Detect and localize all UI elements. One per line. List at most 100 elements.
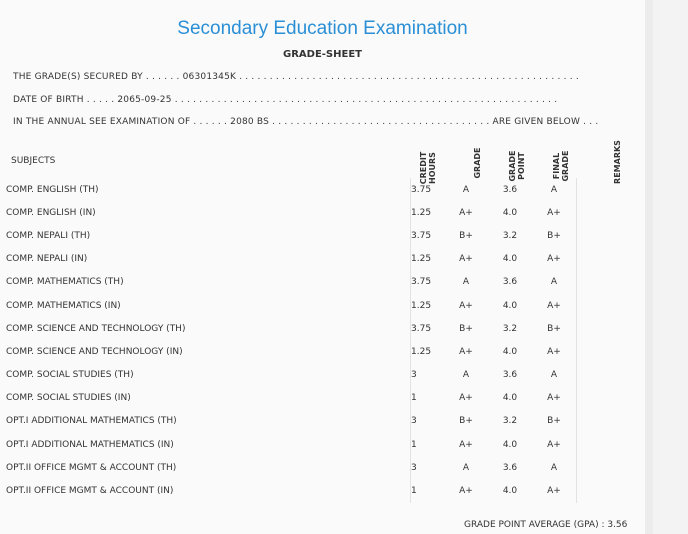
- subject-cell: COMP. NEPALI (TH): [6, 230, 91, 241]
- subject-cell: OPT.I ADDITIONAL MATHEMATICS (TH): [6, 416, 177, 427]
- grade-point-cell: 4.0: [502, 346, 518, 357]
- final-grade-cell: B+: [547, 230, 561, 241]
- grade-point-cell: 3.2: [502, 323, 518, 334]
- sheet-subtitle: GRADE-SHEET: [283, 49, 362, 60]
- grades-table: COMP. ENGLISH (TH) 3.75 A 3.6 A COMP. ENGLISH…: [6, 178, 629, 503]
- grade-cell: A: [462, 277, 470, 288]
- grade-point-cell: 4.0: [502, 486, 518, 497]
- subject-cell: COMP. ENGLISH (IN): [6, 207, 96, 218]
- grade-point-cell: 3.2: [502, 230, 518, 241]
- page-edge: [645, 0, 653, 534]
- table-row: COMP. NEPALI (IN) 1.25 A+ 4.0 A+: [6, 247, 629, 271]
- secured-by-line: THE GRADE(S) SECURED BY . . . . . . 0630…: [13, 72, 579, 82]
- remarks-cell: [576, 386, 629, 410]
- remarks-cell: [576, 293, 629, 318]
- subject-cell: COMP. ENGLISH (TH): [6, 184, 99, 195]
- remarks-cell: [576, 456, 629, 480]
- grade-cell: B+: [459, 416, 473, 427]
- grade-cell: A+: [459, 393, 473, 404]
- final-grade-cell: A: [550, 184, 558, 195]
- remarks-cell: [576, 340, 629, 364]
- remarks-cell: [576, 433, 629, 457]
- final-grade-cell: A+: [547, 439, 561, 450]
- table-row: OPT.II OFFICE MGMT & ACCOUNT (TH) 3 A 3.6 A: [6, 456, 629, 480]
- grade-cell: B+: [459, 230, 473, 241]
- credit-hours-cell: 3.75: [410, 178, 444, 202]
- remarks-cell: [576, 317, 629, 341]
- subject-cell: COMP. MATHEMATICS (TH): [6, 277, 124, 288]
- credit-hours-cell: 1: [410, 386, 444, 410]
- grade-point-cell: 3.6: [502, 370, 518, 381]
- credit-hours-cell: 3: [410, 363, 444, 387]
- grade-point-cell: 3.6: [502, 462, 518, 473]
- table-row: COMP. ENGLISH (IN) 1.25 A+ 4.0 A+: [6, 201, 629, 225]
- credit-hours-cell: 3: [410, 409, 444, 434]
- credit-hours-cell: 3.75: [410, 224, 444, 248]
- subject-cell: COMP. MATHEMATICS (IN): [6, 300, 121, 311]
- credit-hours-cell: 1.25: [410, 201, 444, 225]
- remarks-cell: [576, 201, 629, 225]
- grade-cell: B+: [459, 323, 473, 334]
- remarks-cell: [576, 270, 629, 294]
- final-grade-cell: A: [550, 370, 558, 381]
- final-grade-cell: A+: [547, 346, 561, 357]
- grade-cell: A: [462, 370, 470, 381]
- remarks-cell: [576, 178, 629, 202]
- credit-hours-cell: 3.75: [410, 317, 444, 341]
- grade-cell: A+: [459, 439, 473, 450]
- grade-cell: A+: [459, 300, 473, 311]
- grade-point-cell: 3.6: [502, 184, 518, 195]
- subject-cell: OPT.II OFFICE MGMT & ACCOUNT (IN): [6, 486, 174, 497]
- credit-hours-cell: 1.25: [410, 247, 444, 271]
- final-grade-cell: A+: [547, 254, 561, 265]
- remarks-cell: [576, 247, 629, 271]
- final-grade-cell: A: [550, 277, 558, 288]
- table-row: COMP. MATHEMATICS (TH) 3.75 A 3.6 A: [6, 270, 629, 294]
- grade-point-cell: 3.2: [502, 416, 518, 427]
- final-grade-cell: B+: [547, 323, 561, 334]
- gpa-summary: GRADE POINT AVERAGE (GPA) : 3.56: [464, 520, 628, 530]
- final-grade-cell: A: [550, 462, 558, 473]
- date-of-birth-line: DATE OF BIRTH . . . . . 2065-09-25 . . .…: [13, 95, 558, 105]
- final-grade-cell: A+: [547, 207, 561, 218]
- grade-sheet: Secondary Education Examination GRADE-SH…: [6, 18, 629, 530]
- table-row: COMP. NEPALI (TH) 3.75 B+ 3.2 B+: [6, 224, 629, 248]
- grade-cell: A+: [459, 486, 473, 497]
- subject-cell: COMP. SCIENCE AND TECHNOLOGY (TH): [6, 323, 186, 334]
- grade-cell: A: [462, 462, 470, 473]
- final-grade-cell: A+: [547, 300, 561, 311]
- grade-point-cell: 4.0: [502, 393, 518, 404]
- table-row: OPT.II OFFICE MGMT & ACCOUNT (IN) 1 A+ 4.0 A…: [6, 479, 629, 503]
- grade-point-cell: 4.0: [502, 254, 518, 265]
- credit-hours-cell: 1: [410, 433, 444, 457]
- table-row: OPT.I ADDITIONAL MATHEMATICS (IN) 1 A+ 4.0 A…: [6, 433, 629, 457]
- grade-cell: A+: [459, 346, 473, 357]
- subject-cell: OPT.I ADDITIONAL MATHEMATICS (IN): [6, 439, 174, 450]
- table-row: COMP. MATHEMATICS (IN) 1.25 A+ 4.0 A+: [6, 293, 629, 318]
- credit-hours-cell: 1: [410, 479, 444, 503]
- page-title: Secondary Education Examination: [177, 18, 468, 39]
- grade-point-cell: 3.6: [502, 277, 518, 288]
- grade-point-cell: 4.0: [502, 439, 518, 450]
- subject-cell: COMP. SOCIAL STUDIES (IN): [6, 393, 131, 404]
- subjects-column-header: SUBJECTS: [11, 156, 56, 166]
- grade-cell: A+: [459, 254, 473, 265]
- grade-point-cell: 4.0: [502, 207, 518, 218]
- subject-cell: COMP. NEPALI (IN): [6, 254, 88, 265]
- examination-line: IN THE ANNUAL SEE EXAMINATION OF . . . .…: [13, 117, 599, 127]
- table-row: COMP. ENGLISH (TH) 3.75 A 3.6 A: [6, 178, 629, 202]
- table-row: COMP. SCIENCE AND TECHNOLOGY (TH) 3.75 B+ 3…: [6, 317, 629, 341]
- remarks-cell: [576, 409, 629, 434]
- grade-cell: A: [462, 184, 470, 195]
- table-row: COMP. SCIENCE AND TECHNOLOGY (IN) 1.25 A+ 4…: [6, 340, 629, 364]
- remarks-cell: [576, 479, 629, 503]
- final-grade-cell: A+: [547, 393, 561, 404]
- grade-point-cell: 4.0: [502, 300, 518, 311]
- credit-hours-cell: 3.75: [410, 270, 444, 294]
- grade-cell: A+: [459, 207, 473, 218]
- table-row: COMP. SOCIAL STUDIES (IN) 1 A+ 4.0 A+: [6, 386, 629, 410]
- final-grade-cell: B+: [547, 416, 561, 427]
- credit-hours-cell: 1.25: [410, 293, 444, 318]
- table-row: OPT.I ADDITIONAL MATHEMATICS (TH) 3 B+ 3.2 B…: [6, 409, 629, 434]
- subject-cell: OPT.II OFFICE MGMT & ACCOUNT (TH): [6, 462, 177, 473]
